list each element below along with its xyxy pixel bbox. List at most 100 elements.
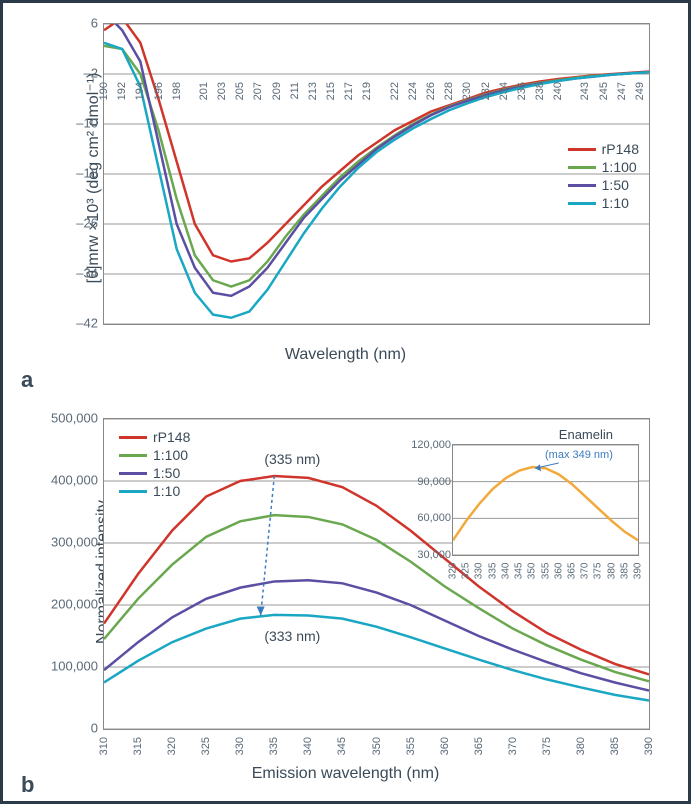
ytick-label: –2	[38, 66, 98, 81]
panel-b-plot: 3103153203253303353403453503553603653703…	[103, 418, 650, 730]
panel-a-xlabel: Wavelength (nm)	[285, 346, 406, 364]
xtick-label: 215	[325, 82, 337, 100]
legend-item: 1:50	[119, 465, 190, 481]
xtick-label: 198	[171, 82, 183, 100]
xtick-label: 335	[268, 737, 280, 755]
inset-ytick-label: 120,000	[401, 439, 451, 451]
chart-annotation: (333 nm)	[264, 628, 320, 644]
ytick-label: 400,000	[38, 473, 98, 488]
xtick-label: 190	[98, 82, 110, 100]
legend-label: 1:100	[153, 447, 188, 463]
xtick-label: 230	[461, 82, 473, 100]
legend-label: 1:50	[602, 177, 629, 193]
inset-ytick-label: 90,000	[401, 476, 451, 488]
xtick-label: 385	[609, 737, 621, 755]
xtick-label: 209	[271, 82, 283, 100]
inset-xtick-label: 340	[500, 563, 511, 580]
ytick-label: 200,000	[38, 597, 98, 612]
legend-item: rP148	[568, 141, 639, 157]
xtick-label: 234	[498, 82, 510, 100]
legend-item: 1:10	[568, 195, 639, 211]
inset-xtick-label: 355	[540, 563, 551, 580]
inset-xtick-label: 345	[514, 563, 525, 580]
xtick-label: 370	[507, 737, 519, 755]
ytick-label: –18	[38, 166, 98, 181]
inset-xtick-label: 385	[619, 563, 630, 580]
chart-annotation: (335 nm)	[264, 451, 320, 467]
ytick-label: 0	[38, 721, 98, 736]
xtick-label: 201	[198, 82, 210, 100]
xtick-label: 192	[116, 82, 128, 100]
panel-a-plot: 1901921941961982012032052072092112132152…	[103, 23, 650, 325]
xtick-label: 224	[407, 82, 419, 100]
legend-item: 1:100	[119, 447, 190, 463]
inset-ytick-label: 60,000	[401, 512, 451, 524]
legend-item: rP148	[119, 429, 190, 445]
panel-a: a [θ]mrw ×10³ (deg cm² dmol⁻¹) 6–2–10–18…	[23, 18, 668, 388]
ytick-label: 6	[38, 16, 98, 31]
panel-a-yticks: 6–2–10–18–26–34–42	[23, 23, 98, 323]
xtick-label: 380	[575, 737, 587, 755]
figure-frame: a [θ]mrw ×10³ (deg cm² dmol⁻¹) 6–2–10–18…	[0, 0, 691, 804]
ytick-label: –26	[38, 216, 98, 231]
legend-swatch	[568, 148, 596, 151]
xtick-label: 340	[302, 737, 314, 755]
legend-swatch	[568, 166, 596, 169]
legend-label: 1:10	[153, 483, 180, 499]
panel-b: b Normalized intensity 0100,000200,00030…	[23, 413, 668, 793]
xtick-label: 315	[132, 737, 144, 755]
inset-title: Enamelin	[559, 427, 613, 442]
xtick-label: 205	[234, 82, 246, 100]
inset-xtick-label: 370	[580, 563, 591, 580]
series-line	[104, 580, 649, 690]
inset-xtick-label: 375	[593, 563, 604, 580]
inset-xtick-label: 320	[448, 563, 459, 580]
legend-label: rP148	[153, 429, 190, 445]
xtick-label: 330	[234, 737, 246, 755]
panel-b-xticks: 3103153203253303353403453503553603653703…	[104, 729, 649, 769]
xtick-label: 194	[134, 82, 146, 100]
ytick-label: 500,000	[38, 411, 98, 426]
legend-swatch	[119, 490, 147, 493]
inset-xtick-label: 325	[461, 563, 472, 580]
xtick-label: 219	[361, 82, 373, 100]
xtick-label: 245	[598, 82, 610, 100]
xtick-label: 236	[516, 82, 528, 100]
xtick-label: 390	[643, 737, 655, 755]
inset-xticks: 3203253303353403453503553603653703753803…	[453, 555, 638, 585]
legend-label: rP148	[602, 141, 639, 157]
legend-label: 1:10	[602, 195, 629, 211]
xtick-label: 203	[216, 82, 228, 100]
inset-xtick-label: 330	[474, 563, 485, 580]
xtick-label: 211	[289, 82, 301, 100]
inset-xtick-label: 350	[527, 563, 538, 580]
xtick-label: 196	[153, 82, 165, 100]
ytick-label: 100,000	[38, 659, 98, 674]
inset-xtick-label: 335	[487, 563, 498, 580]
legend-swatch	[568, 184, 596, 187]
xtick-label: 320	[166, 737, 178, 755]
legend-swatch	[568, 202, 596, 205]
inset-yticks: 30,00060,00090,000120,000	[401, 445, 451, 555]
xtick-label: 228	[443, 82, 455, 100]
inset-xtick-label: 380	[606, 563, 617, 580]
panel-b-legend: rP148 1:100 1:50 1:10	[119, 427, 190, 501]
inset-ytick-label: 30,000	[401, 549, 451, 561]
xtick-label: 217	[343, 82, 355, 100]
inset-xtick-label: 390	[633, 563, 644, 580]
xtick-label: 345	[336, 737, 348, 755]
xtick-label: 222	[389, 82, 401, 100]
xtick-label: 325	[200, 737, 212, 755]
panel-a-legend: rP148 1:100 1:50 1:10	[568, 139, 639, 213]
legend-item: 1:100	[568, 159, 639, 175]
legend-item: 1:10	[119, 483, 190, 499]
legend-swatch	[119, 472, 147, 475]
xtick-label: 350	[371, 737, 383, 755]
inset-xtick-label: 360	[553, 563, 564, 580]
xtick-label: 232	[480, 82, 492, 100]
xtick-label: 213	[307, 82, 319, 100]
legend-swatch	[119, 454, 147, 457]
xtick-label: 226	[425, 82, 437, 100]
ytick-label: 300,000	[38, 535, 98, 550]
xtick-label: 247	[616, 82, 628, 100]
